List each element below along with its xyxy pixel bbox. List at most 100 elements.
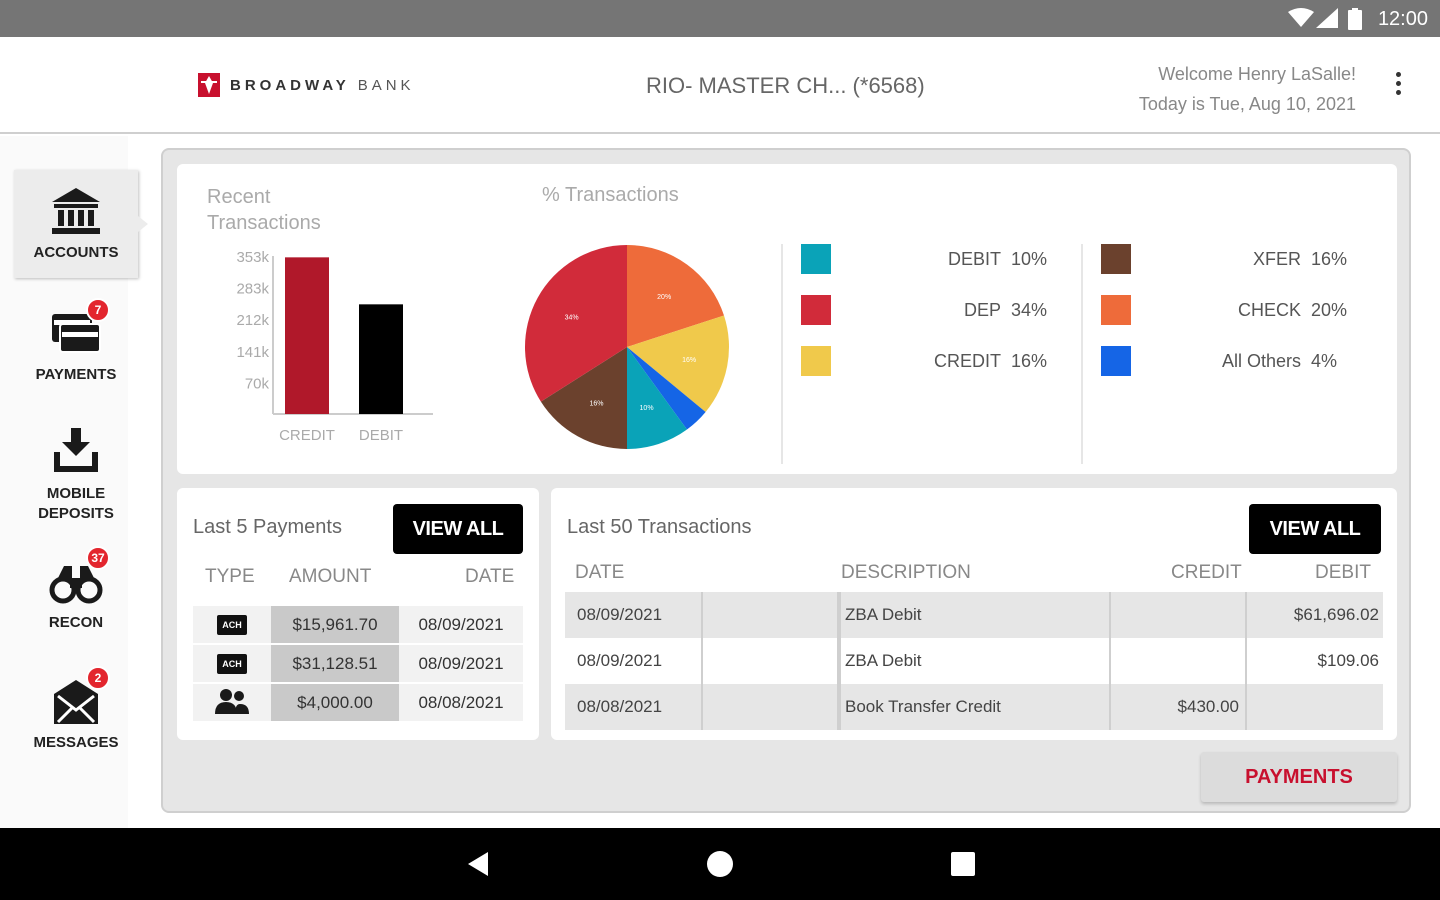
wifi-icon (1288, 8, 1314, 27)
table-row[interactable]: $4,000.00 08/08/2021 (193, 684, 523, 721)
payment-amount: $4,000.00 (271, 684, 399, 721)
pie-slice-label: 34% (565, 315, 579, 322)
system-nav-bar (0, 828, 1440, 900)
pie-slice-xfer[interactable] (540, 347, 627, 449)
y-tick-label: 283k (236, 280, 269, 297)
x-tick-label: CREDIT (279, 427, 335, 444)
bar-debit[interactable] (359, 304, 403, 414)
sidebar-item-messages[interactable]: 2 MESSAGES (14, 666, 138, 751)
payments-button[interactable]: PAYMENTS (1201, 752, 1397, 802)
charts-card: Recent Transactions 353k 283k 212k 141k 70k C… (177, 164, 1397, 474)
txn-description: ZBA Debit (839, 638, 1111, 684)
people-icon (215, 689, 249, 714)
payments-header-type: TYPE (205, 566, 255, 587)
payment-date: 08/08/2021 (399, 684, 523, 721)
transactions-header-debit: DEBIT (1315, 562, 1371, 583)
legend-item: DEP 34% (801, 295, 1081, 325)
legend-label: XFER (1252, 249, 1301, 269)
txn-date: 08/09/2021 (565, 592, 703, 638)
welcome-block: Welcome Henry LaSalle! Today is Tue, Aug… (1139, 59, 1356, 119)
brand-logo: BROADWAY BANK (198, 73, 415, 97)
sidebar-item-mobile-deposits[interactable]: MOBILE DEPOSITS (14, 426, 138, 524)
today-date: Today is Tue, Aug 10, 2021 (1138, 94, 1356, 114)
transactions-view-all-button[interactable]: VIEW ALL (1249, 504, 1381, 554)
table-row[interactable]: 08/08/2021 Book Transfer Credit $430.00 (565, 684, 1383, 730)
payments-view-all-button[interactable]: VIEW ALL (393, 504, 523, 554)
legend-label: All Others (1221, 351, 1301, 371)
last-transactions-card: Last 50 Transactions VIEW ALL DATE DESCR… (551, 488, 1397, 740)
legend-percent: 16% (1311, 249, 1348, 269)
pie-slice-all-others[interactable] (627, 347, 706, 430)
sidebar-item-payments[interactable]: 7 PAYMENTS (14, 298, 138, 383)
status-bar: 12:00 (0, 0, 1440, 37)
sidebar-item-label: MOBILE DEPOSITS (38, 485, 114, 522)
payment-date: 08/09/2021 (399, 645, 523, 682)
txn-spacer (703, 638, 839, 684)
txn-credit (1111, 638, 1247, 684)
sidebar: ACCOUNTS 7 PAYMENTS MOBILE DEPOSITS (0, 136, 148, 828)
back-icon[interactable] (466, 850, 490, 878)
last-payments-card: Last 5 Payments VIEW ALL TYPE AMOUNT DAT… (177, 488, 539, 740)
legend-item: CHECK 20% (1101, 295, 1381, 325)
table-row[interactable]: 08/09/2021 ZBA Debit $61,696.02 (565, 592, 1383, 638)
y-tick-label: 212k (236, 312, 269, 329)
recents-icon[interactable] (950, 850, 976, 878)
sidebar-item-label: MESSAGES (33, 734, 119, 751)
pie-slice-label: 20% (657, 294, 671, 301)
account-selector[interactable]: RIO- MASTER CH... (*6568) (646, 73, 925, 98)
download-tray-icon (48, 426, 104, 482)
txn-debit (1247, 684, 1383, 730)
legend-item: CREDIT 16% (801, 346, 1081, 376)
recon-badge: 37 (86, 546, 110, 570)
legend-right: XFER 16% CHECK 20% All Others 4% (1081, 244, 1381, 464)
pie-slice-dep[interactable] (525, 245, 627, 402)
clock: 12:00 (1377, 8, 1428, 30)
transactions-header-description: DESCRIPTION (841, 562, 971, 583)
pie-slice-check[interactable] (627, 245, 725, 347)
sidebar-item-recon[interactable]: 37 RECON (14, 546, 138, 631)
legend-item: XFER 16% (1101, 244, 1381, 274)
y-tick-label: 70k (245, 376, 270, 393)
sidebar-item-accounts[interactable]: ACCOUNTS (14, 170, 148, 278)
brand-name: BROADWAY (230, 76, 350, 94)
legend-swatch (801, 346, 831, 376)
table-row[interactable]: 08/09/2021 ZBA Debit $109.06 (565, 638, 1383, 684)
txn-description: ZBA Debit (839, 592, 1111, 638)
recent-transactions-title: Recent Transactions (207, 186, 321, 234)
y-tick-label: 141k (236, 344, 269, 361)
dashboard-panel: Recent Transactions 353k 283k 212k 141k 70k C… (161, 148, 1411, 813)
y-tick-label: 353k (236, 249, 269, 266)
cards-icon: 7 (48, 298, 110, 364)
legend-percent: 34% (1011, 300, 1048, 320)
last-transactions-title: Last 50 Transactions (567, 516, 752, 538)
transactions-header-credit: CREDIT (1171, 562, 1242, 583)
cell-signal-icon (1316, 8, 1338, 28)
legend-label: CREDIT (934, 351, 1001, 371)
legend-swatch (1101, 244, 1131, 274)
txn-credit: $430.00 (1111, 684, 1247, 730)
pie-slice-label: 10% (640, 405, 654, 412)
legend-percent: 20% (1311, 300, 1348, 320)
table-row[interactable]: ACH $15,961.70 08/09/2021 (193, 606, 523, 643)
binoculars-icon: 37 (48, 546, 110, 612)
overflow-menu-icon[interactable] (1394, 72, 1402, 98)
table-row[interactable]: ACH $31,128.51 08/09/2021 (193, 645, 523, 682)
bar-credit[interactable] (285, 257, 329, 414)
txn-debit: $109.06 (1317, 651, 1379, 670)
legend-percent: 10% (1011, 249, 1048, 269)
txn-debit: $61,696.02 (1293, 605, 1379, 624)
pie-slice-credit[interactable] (627, 315, 729, 413)
home-icon[interactable] (706, 850, 734, 878)
ach-icon: ACH (217, 615, 247, 635)
pie-slice-debit[interactable] (627, 347, 687, 449)
txn-credit (1111, 592, 1247, 638)
messages-badge: 2 (86, 666, 110, 690)
legend-swatch (1101, 346, 1131, 376)
envelope-icon: 2 (48, 666, 110, 732)
sidebar-item-label: PAYMENTS (35, 366, 117, 383)
txn-date: 08/09/2021 (565, 638, 703, 684)
legend-item: All Others 4% (1101, 346, 1381, 376)
payments-header-date: DATE (465, 566, 515, 587)
brand-suffix: BANK (357, 76, 415, 94)
broadway-logo-icon (198, 73, 220, 97)
